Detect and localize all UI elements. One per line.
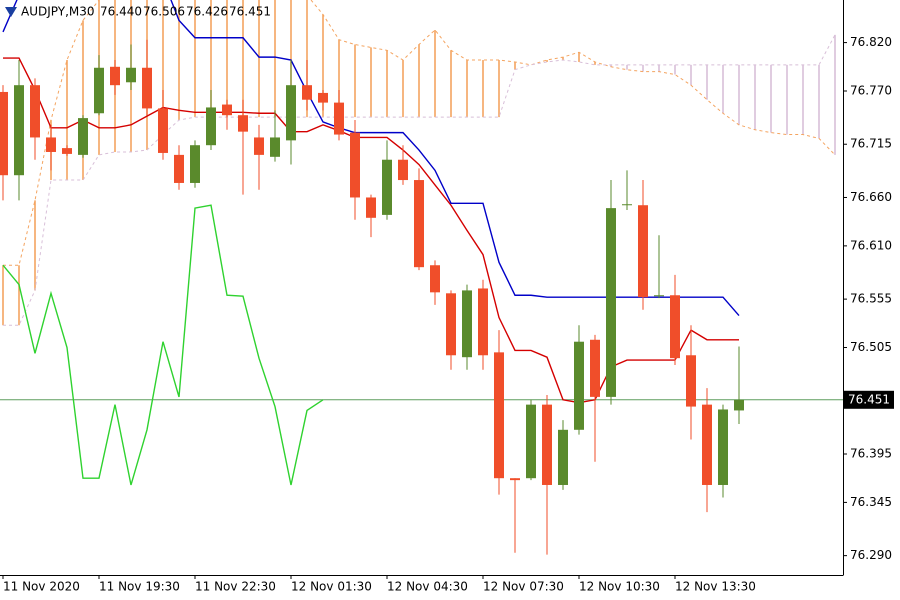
candle-body <box>0 91 8 176</box>
y-tick-label: 76.715 <box>850 137 892 151</box>
candle-body <box>46 137 56 152</box>
x-tick-label: 12 Nov 13:30 <box>675 580 756 594</box>
x-tick-label: 11 Nov 19:30 <box>99 580 180 594</box>
candle-body <box>398 159 408 181</box>
candle-body <box>510 478 520 481</box>
candle-body <box>414 180 424 268</box>
candle-body <box>270 137 280 157</box>
x-tick-label: 12 Nov 10:30 <box>579 580 660 594</box>
candle-body <box>494 352 504 479</box>
last-price-box <box>844 390 894 409</box>
candle-body <box>718 409 728 485</box>
y-tick-label: 76.610 <box>850 238 892 252</box>
header-close: 76.451 <box>229 5 271 19</box>
cloud-span <box>3 0 836 266</box>
candle-body <box>14 85 24 176</box>
candle-body <box>350 132 360 198</box>
y-tick-label: 76.505 <box>850 340 892 354</box>
indicator-line <box>2 0 740 317</box>
header-high: 76.506 <box>143 5 185 19</box>
candle-body <box>430 265 440 293</box>
x-tick-label: 12 Nov 04:30 <box>387 580 468 594</box>
axes: 76.820 76.770 76.715 76.660 76.610 76.555 76.5… <box>2 35 894 594</box>
candle-body <box>366 197 376 218</box>
header-open: 76.440 <box>100 5 142 19</box>
candle-body <box>126 67 136 83</box>
candle-body <box>302 85 312 100</box>
candle-body <box>574 341 584 430</box>
header-low: 76.426 <box>186 5 228 19</box>
candle-body <box>30 85 40 138</box>
candle-body <box>174 154 184 183</box>
candle-body <box>62 148 72 154</box>
candle-body <box>78 118 88 155</box>
candle-body <box>286 85 296 141</box>
indicator-line <box>2 204 324 486</box>
candle-body <box>590 339 600 397</box>
y-tick-label: 76.820 <box>850 35 892 49</box>
y-tick-label: 76.345 <box>850 495 892 509</box>
candle-body <box>542 404 552 485</box>
candle-body <box>670 295 680 359</box>
candle-body <box>686 355 696 407</box>
candle-body <box>334 102 344 135</box>
candle-body <box>622 204 632 206</box>
candle-body <box>94 67 104 114</box>
y-tick-label: 76.660 <box>850 190 892 204</box>
candle-body <box>526 404 536 479</box>
candle-body <box>222 104 232 116</box>
chart-title: AUDJPY,M30 <box>21 5 95 19</box>
candle-body <box>606 208 616 397</box>
y-tick-label: 76.555 <box>850 292 892 306</box>
candle-body <box>206 107 216 146</box>
candle-body <box>110 66 120 86</box>
candle-body <box>558 429 568 485</box>
x-tick-label: 11 Nov 22:30 <box>195 580 276 594</box>
candle-body <box>158 108 168 153</box>
y-tick-label: 76.770 <box>850 83 892 97</box>
x-tick-label: 11 Nov 2020 <box>3 580 80 594</box>
last-price-label: 76.451 <box>848 392 890 406</box>
plot-area <box>0 0 843 555</box>
candle-body <box>238 115 248 132</box>
candle-body <box>382 159 392 215</box>
candle-body <box>190 145 200 183</box>
indicator-line <box>3 57 739 404</box>
candle-body <box>654 295 664 297</box>
x-tick-label: 12 Nov 07:30 <box>483 580 564 594</box>
candle-body <box>638 205 648 298</box>
candle-body <box>702 404 712 485</box>
y-tick-label: 76.395 <box>850 446 892 460</box>
cloud-span <box>3 34 836 326</box>
candle-body <box>462 290 472 358</box>
candle-body <box>142 67 152 109</box>
y-tick-label: 76.290 <box>850 548 892 562</box>
candle-body <box>446 293 456 356</box>
candle-body <box>478 288 488 356</box>
x-tick-label: 12 Nov 01:30 <box>291 580 372 594</box>
candle-body <box>254 137 264 155</box>
candle-body <box>318 92 328 103</box>
candle-body <box>734 399 744 411</box>
symbol-icon <box>5 7 17 17</box>
